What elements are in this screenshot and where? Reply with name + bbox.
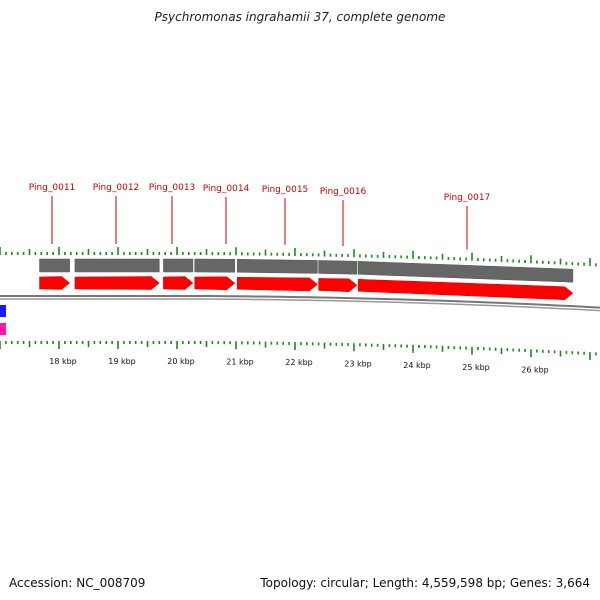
gene-arrow-ping_0016 [318, 278, 358, 293]
backbone-inner [0, 298, 600, 312]
gene-bar-ping_0016 [318, 260, 358, 275]
gene-label-ping_0014: Ping_0014 [203, 184, 250, 194]
gene-arrow-ping_0015 [236, 277, 318, 292]
gene-arrow-ping_0012 [74, 276, 160, 290]
gene-label-ping_0013: Ping_0013 [149, 183, 196, 193]
gene-bar-track [39, 258, 574, 283]
kbp-label: 21 kbp [226, 357, 254, 366]
top-tick-track [0, 247, 597, 267]
kbp-label: 23 kbp [344, 359, 372, 368]
gene-arrow-ping_0013 [163, 276, 194, 290]
kbp-label: 20 kbp [167, 357, 195, 366]
kbp-label: 19 kbp [108, 357, 136, 366]
gene-label-ping_0016: Ping_0016 [320, 187, 367, 197]
gene-label-ping_0011: Ping_0011 [29, 183, 76, 193]
genome-summary: Topology: circular; Length: 4,559,598 bp… [260, 576, 590, 590]
gene-bar-ping_0011 [39, 258, 70, 273]
gene-bar-ping_0013 [163, 258, 194, 273]
gene-label-layer: Ping_0011 Ping_0012 Ping_0013 Ping_0014 Ping… [29, 183, 491, 250]
backbone-outer [0, 295, 600, 309]
genome-backbone [0, 295, 600, 312]
gene-label-ping_0012: Ping_0012 [93, 183, 140, 193]
gene-arrow-track [39, 276, 574, 300]
kbp-label-layer: 18 kbp 19 kbp 20 kbp 21 kbp 22 kbp 23 kbp 24 k… [49, 357, 549, 374]
kbp-label: 22 kbp [285, 358, 313, 367]
gene-bar-ping_0015 [236, 259, 318, 274]
gene-label-ping_0015: Ping_0015 [262, 185, 309, 195]
gene-arrow-ping_0011 [39, 276, 71, 290]
accession-label: Accession: NC_008709 [9, 576, 146, 590]
gene-arrow-ping_0014 [194, 276, 236, 290]
kbp-label: 24 kbp [403, 361, 431, 370]
gene-bar-ping_0012 [74, 258, 160, 273]
bottom-tick-track [0, 341, 597, 361]
map-title: Psychromonas ingrahamii 37, complete gen… [154, 10, 446, 24]
gene-bar-ping_0014 [194, 258, 236, 273]
left-edge-markers [0, 305, 6, 335]
gene-bar-ping_0017 [357, 261, 574, 283]
left-blue-marker [0, 305, 6, 317]
kbp-label: 26 kbp [521, 365, 549, 374]
gene-label-ping_0017: Ping_0017 [444, 193, 491, 203]
left-pink-marker [0, 323, 6, 335]
gene-arrow-ping_0017 [357, 279, 574, 300]
kbp-label: 25 kbp [462, 363, 490, 372]
kbp-label: 18 kbp [49, 357, 77, 366]
